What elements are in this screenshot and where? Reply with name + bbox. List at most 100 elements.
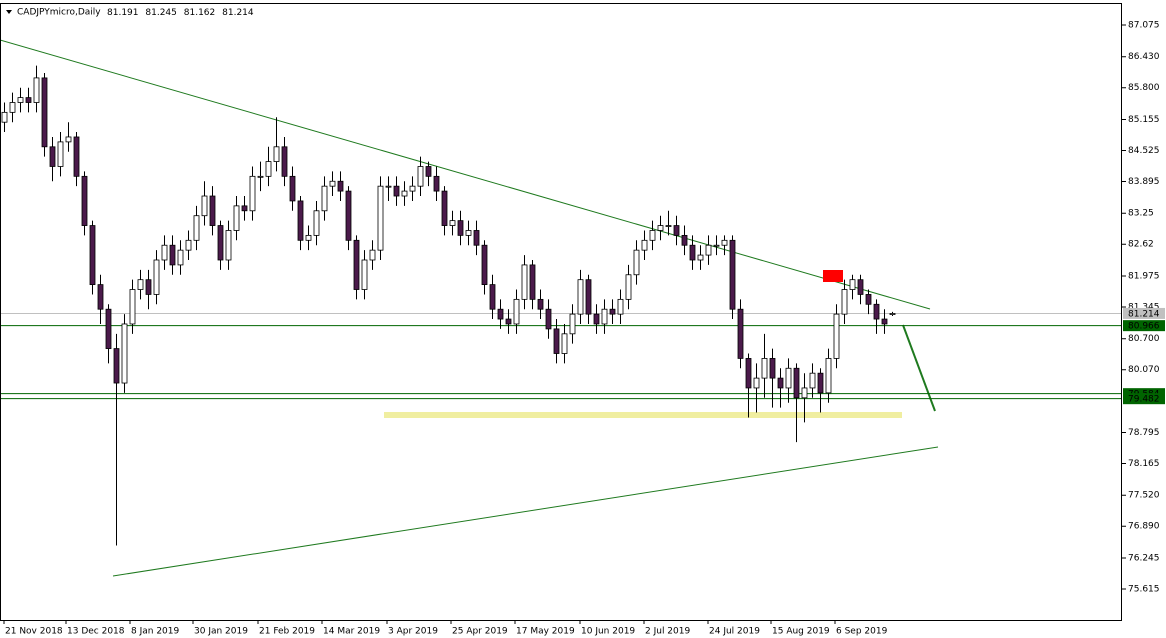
x-tick-label: 6 Sep 2019 [836,627,888,637]
candle-body [721,239,728,246]
candle-body [137,279,144,290]
candle-body [457,220,464,236]
price-level-box [1123,307,1165,319]
x-tick-label: 13 Dec 2018 [67,627,125,637]
y-tick-label: 76.890 [1128,522,1160,532]
ohlc-high: 81.245 [145,8,177,18]
candle-body [201,195,208,217]
candle-body [657,225,664,231]
candle-body [449,220,456,226]
candle-body [489,284,496,310]
x-tick-label: 25 Apr 2019 [452,627,508,637]
y-tick-label: 86.430 [1128,52,1160,62]
candle-body [601,308,608,325]
candle-body [673,225,680,236]
candle-body [425,166,432,177]
candle-body [873,303,880,320]
y-tick-label: 75.615 [1128,584,1160,594]
candle-body [217,225,224,261]
menu-arrow [6,10,12,14]
candle-body [633,249,640,276]
ohlc-open: 81.191 [107,8,139,18]
candle-body [569,313,576,335]
candle-body [705,244,712,256]
candle-body [73,136,80,177]
candle-body [385,185,392,188]
candle-body [641,239,648,251]
x-tick-label: 10 Jun 2019 [581,627,635,637]
price-level-label: 80.966 [1128,322,1160,332]
candle-body [497,308,504,320]
candle-body [209,195,216,226]
candle-body [841,289,848,315]
candle-body [225,230,232,261]
ohlc-low: 81.162 [184,8,216,18]
forecast-arrow [902,324,936,412]
y-tick-label: 84.525 [1128,146,1160,156]
candle-body [609,308,616,315]
price-level-box [1123,393,1165,405]
candle-body [825,358,832,394]
candle-body [193,215,200,241]
y-tick-label: 82.62 [1128,240,1154,250]
candle-body [465,230,472,236]
candle-body [545,308,552,330]
candle-body [393,185,400,197]
candle-body [9,102,16,113]
x-tick-label: 15 Aug 2019 [772,627,830,637]
candle-body [809,372,816,389]
candle-body [177,249,184,266]
candle-body [1,111,8,123]
axes: 87.075 86.430 85.800 85.155 84.525 83.895 83.2… [3,20,1165,637]
candle-body [745,358,752,389]
y-tick-label: 76.245 [1128,553,1160,563]
chart-title: CADJPYmicro,Daily [17,8,101,18]
y-tick-label: 78.795 [1128,428,1160,438]
candle-body [289,175,296,202]
x-tick-label: 21 Feb 2019 [259,627,315,637]
candle-body [585,279,592,315]
candle-body [345,190,352,241]
candle-body [81,175,88,226]
candle-body [233,205,240,231]
candle-body [697,254,704,261]
y-tick-label: 80.070 [1128,365,1160,375]
candle-body [561,333,568,354]
candle-body [481,244,488,286]
candle-body [665,225,672,227]
candle-body [865,294,872,305]
candle-body [145,279,152,295]
ohlc-readout: 81.191 81.245 81.162 81.214 [107,8,254,18]
y-tick-label: 80.700 [1128,334,1160,344]
candle-body [441,190,448,226]
candle-body [353,239,360,290]
candle-body [433,175,440,192]
x-tick-label: 24 Jul 2019 [709,627,760,637]
candle-body [761,358,768,379]
candle-body [681,234,688,246]
candle-body [377,185,384,251]
candle-body [577,279,584,315]
x-tick-label: 8 Jan 2019 [131,627,179,637]
candle-body [241,205,248,212]
candle-body [361,259,368,290]
candle-body [513,298,520,325]
candle-body [297,200,304,241]
y-tick-label: 77.520 [1128,491,1160,501]
candle-body [785,367,792,389]
candle-body [593,313,600,325]
price-level-box [1123,320,1165,332]
candle-body [337,180,344,192]
y-tick-label: 85.155 [1128,115,1160,125]
candle-body [97,284,104,310]
x-tick-label: 2 Jul 2019 [645,627,690,637]
candle-body [617,298,624,315]
x-tick-label: 30 Jan 2019 [194,627,248,637]
candle-body [881,318,888,325]
candle-body [57,141,64,167]
y-tick-label: 85.800 [1128,83,1160,93]
candle-body [801,387,808,399]
candle-body [713,244,720,247]
candle-body [257,175,264,178]
